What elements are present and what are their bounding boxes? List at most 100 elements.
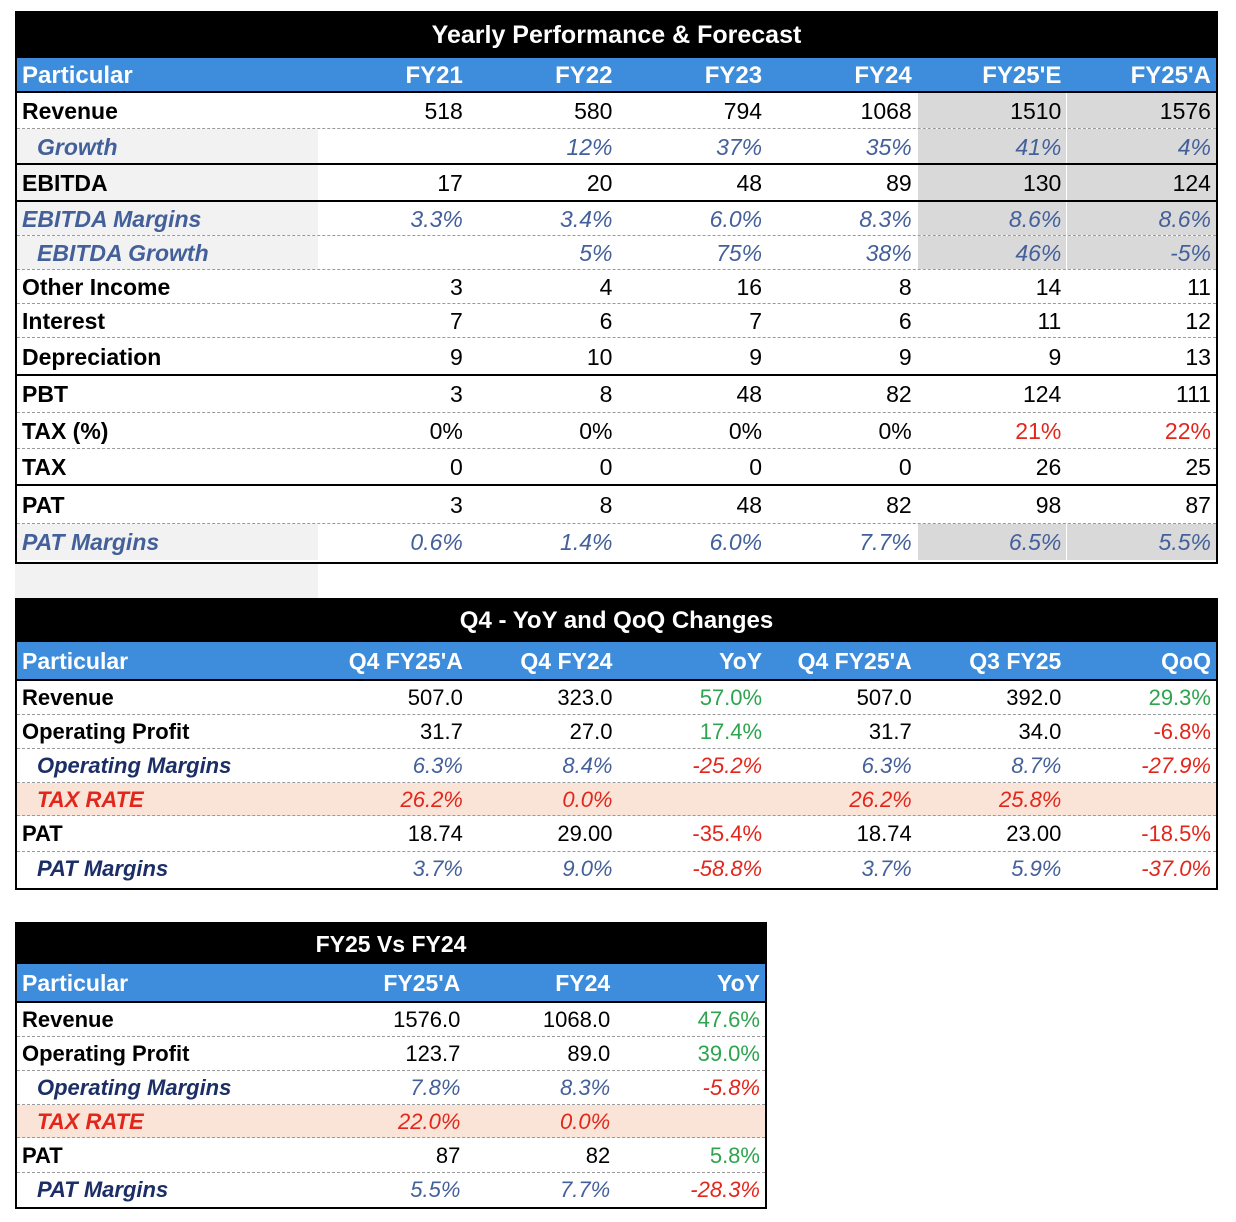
row-label: Other Income	[17, 270, 319, 303]
cell: 518	[424, 98, 463, 124]
row-label: Operating Profit	[22, 1041, 190, 1066]
cell: 12	[1185, 308, 1211, 334]
row-revenue: Revenue 518 580 794 1068 1510 1576	[17, 93, 1216, 129]
cell: -35.4%	[692, 821, 763, 846]
cell: 20	[586, 170, 613, 196]
fy-row-tax-rate: TAX RATE 22.0% 0.0%	[17, 1105, 765, 1138]
yearly-header-row: Particular FY21 FY22 FY23 FY24 FY25'E FY…	[17, 58, 1216, 93]
q4-row-revenue: Revenue 507.0 323.0 57.0% 507.0 392.0 29…	[17, 681, 1216, 715]
cell: 18.74	[856, 821, 912, 846]
row-pbt: PBT 3 8 48 82 124 111	[17, 376, 1216, 413]
cell: -25.2%	[692, 753, 763, 778]
cell: 5.9%	[1011, 856, 1062, 881]
cell: 14	[1035, 274, 1062, 300]
row-other-income: Other Income 3 4 16 8 14 11	[17, 270, 1216, 304]
row-label: Operating Profit	[22, 719, 190, 744]
row-label: PAT	[22, 1143, 63, 1168]
cell: 111	[1176, 381, 1211, 407]
cell	[618, 783, 768, 815]
cell: 7.8%	[410, 1075, 461, 1100]
header-q3-fy25: Q3 FY25	[969, 648, 1062, 674]
cell	[318, 236, 468, 269]
row-depreciation: Depreciation 9 10 9 9 9 13	[17, 338, 1216, 376]
cell: 38%	[865, 240, 912, 266]
cell: 507.0	[407, 685, 463, 710]
cell: 124	[1022, 381, 1062, 407]
cell: 22%	[1164, 418, 1211, 444]
header-particular: Particular	[22, 970, 129, 996]
cell: 5.8%	[709, 1143, 760, 1168]
cell: 5.5%	[410, 1177, 461, 1202]
cell: 1510	[916, 93, 1067, 128]
cell: 3.7%	[412, 856, 463, 881]
cell: 8.4%	[562, 753, 613, 778]
row-pat: PAT 3 8 48 82 98 87	[17, 486, 1216, 524]
row-tax-pct: TAX (%) 0% 0% 0% 0% 21% 22%	[17, 413, 1216, 449]
row-pat-margins: PAT Margins 0.6% 1.4% 6.0% 7.7% 6.5% 5.5…	[17, 524, 1216, 560]
cell: 25.8%	[998, 787, 1062, 812]
q4-changes-table: Q4 - YoY and QoQ Changes Particular Q4 F…	[15, 598, 1218, 890]
cell: 7	[450, 308, 463, 334]
cell: 7.7%	[859, 529, 912, 555]
cell: 0%	[728, 418, 763, 444]
cell: 3	[450, 381, 463, 407]
cell: 37%	[716, 134, 763, 160]
cell: 0	[599, 454, 613, 480]
cell: 8	[898, 274, 912, 300]
cell: 8.3%	[560, 1075, 611, 1100]
cell: 9	[749, 344, 763, 370]
cell: 0	[450, 454, 463, 480]
cell: 4	[599, 274, 613, 300]
header-yoy: YoY	[716, 970, 760, 996]
cell: 6.3%	[861, 753, 912, 778]
cell: 12%	[566, 134, 613, 160]
cell: 8.3%	[859, 206, 912, 232]
header-qoq: QoQ	[1161, 648, 1211, 674]
fy-header-row: Particular FY25'A FY24 YoY	[17, 964, 765, 1003]
q4-row-operating-margins: Operating Margins 6.3% 8.4% -25.2% 6.3% …	[17, 749, 1216, 783]
cell: 7	[749, 308, 763, 334]
row-label: PAT	[17, 486, 319, 523]
cell: 8.7%	[1011, 753, 1062, 778]
fy-row-revenue: Revenue 1576.0 1068.0 47.6%	[17, 1003, 765, 1037]
cell: 3.4%	[560, 206, 613, 232]
cell: 22.0%	[398, 1109, 461, 1134]
row-label: TAX RATE	[37, 787, 144, 812]
row-label: TAX	[17, 449, 319, 484]
header-fy24: FY24	[555, 970, 611, 996]
header-fy23: FY23	[704, 62, 763, 89]
cell: 8	[599, 492, 613, 518]
cell: 29.3%	[1148, 685, 1211, 710]
cell: -5.8%	[702, 1075, 760, 1100]
cell: 6	[599, 308, 613, 334]
cell: 98	[1035, 492, 1062, 518]
cell: 27.0	[569, 719, 613, 744]
fy-row-pat-margins: PAT Margins 5.5% 7.7% -28.3%	[17, 1173, 765, 1207]
cell: 4%	[1066, 129, 1216, 163]
cell: 89	[886, 170, 912, 196]
row-ebitda-growth: EBITDA Growth 5% 75% 38% 46% -5%	[17, 236, 1216, 270]
cell: 6.3%	[412, 753, 463, 778]
cell: 26.2%	[400, 787, 463, 812]
cell: -27.9%	[1141, 753, 1211, 778]
cell: 21%	[1015, 418, 1062, 444]
cell: 392.0	[1006, 685, 1062, 710]
cell: 48	[736, 492, 763, 518]
cell: 8.6%	[916, 202, 1067, 235]
cell: 87	[1185, 492, 1211, 518]
header-fy24: FY24	[854, 62, 912, 89]
cell: 47.6%	[697, 1007, 760, 1032]
cell: 3.7%	[861, 856, 912, 881]
row-label: PAT Margins	[37, 856, 169, 881]
cell: 35%	[865, 134, 912, 160]
cell: 41%	[916, 129, 1067, 163]
header-q4-fy25a: Q4 FY25'A	[348, 648, 463, 674]
cell: 57.0%	[699, 685, 763, 710]
q4-row-tax-rate: TAX RATE 26.2% 0.0% 26.2% 25.8%	[17, 783, 1216, 816]
cell: 0%	[429, 418, 463, 444]
row-label: Operating Margins	[37, 1075, 232, 1100]
cell: 9.0%	[562, 856, 613, 881]
cell: 39.0%	[697, 1041, 760, 1066]
q4-table-title: Q4 - YoY and QoQ Changes	[17, 600, 1216, 642]
row-ebitda-margins: EBITDA Margins 3.3% 3.4% 6.0% 8.3% 8.6% …	[17, 202, 1216, 236]
